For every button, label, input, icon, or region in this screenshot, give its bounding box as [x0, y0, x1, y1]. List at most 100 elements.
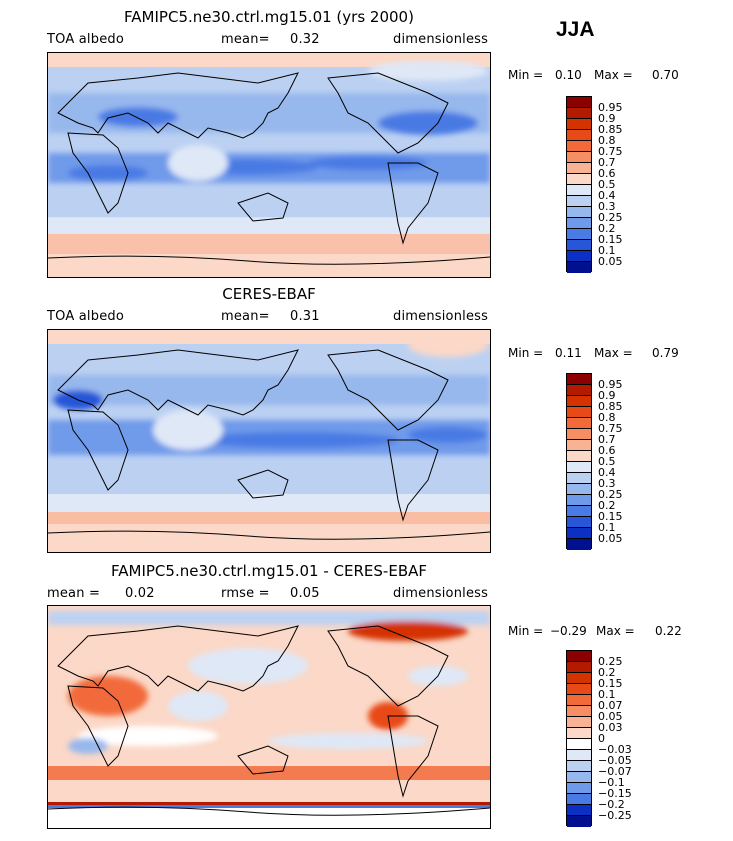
units-label: dimensionless — [393, 32, 489, 47]
colorbar-swatch — [567, 473, 591, 484]
max-label: Max = — [596, 624, 635, 638]
colorbar-swatch — [567, 706, 591, 717]
colorbar-tick-label: 0.15 — [598, 677, 623, 690]
units-label: dimensionless — [393, 586, 489, 601]
colorbar-swatch — [567, 418, 591, 429]
colorbar-tick-label: −0.03 — [598, 743, 632, 756]
rmse-label: rmse = — [221, 586, 270, 601]
max-label: Max = — [594, 346, 633, 360]
colorbar-swatch — [567, 251, 591, 262]
colorbar-swatch — [567, 772, 591, 783]
colorbar-swatch — [567, 684, 591, 695]
colorbar-tick-label: 0.25 — [598, 211, 623, 224]
mean-value: 0.02 — [125, 586, 155, 601]
colorbar-tick-label: 0.5 — [598, 455, 616, 468]
colorbar-swatch — [567, 539, 591, 550]
map-obs — [47, 329, 491, 553]
colorbar-tick-label: 0.2 — [598, 499, 616, 512]
colorbar — [566, 373, 592, 550]
panel-title: CERES-EBAF — [222, 285, 316, 303]
colorbar-tick-label: 0.15 — [598, 233, 623, 246]
colorbar-swatch — [567, 163, 591, 174]
units-label: dimensionless — [393, 309, 489, 324]
colorbar-tick-label: −0.2 — [598, 798, 625, 811]
mean-label: mean= — [221, 32, 270, 47]
colorbar-swatch — [567, 262, 591, 273]
min-label: Min = — [508, 346, 544, 360]
mean-value: 0.31 — [290, 309, 320, 324]
colorbar-tick-label: 0.3 — [598, 200, 616, 213]
colorbar-swatch — [567, 207, 591, 218]
colorbar — [566, 650, 592, 827]
min-label: Min = — [508, 624, 544, 638]
colorbar-tick-label: 0.2 — [598, 666, 616, 679]
colorbar-swatch — [567, 462, 591, 473]
colorbar-tick-label: 0.2 — [598, 222, 616, 235]
colorbar-swatch — [567, 218, 591, 229]
season-label: JJA — [556, 18, 595, 41]
panel-title: FAMIPC5.ne30.ctrl.mg15.01 - CERES-EBAF — [111, 562, 427, 580]
colorbar-tick-label: 0.85 — [598, 400, 623, 413]
colorbar-swatch — [567, 651, 591, 662]
rmse-value: 0.05 — [290, 586, 320, 601]
colorbar-swatch — [567, 451, 591, 462]
colorbar-tick-label: 0.05 — [598, 532, 623, 545]
colorbar-swatch — [567, 119, 591, 130]
colorbar-swatch — [567, 374, 591, 385]
colorbar-swatch — [567, 429, 591, 440]
colorbar-tick-label: 0 — [598, 732, 605, 745]
map-diff — [47, 605, 491, 829]
colorbar-tick-label: 0.5 — [598, 178, 616, 191]
colorbar-swatch — [567, 761, 591, 772]
colorbar-tick-label: 0.1 — [598, 244, 616, 257]
colorbar-swatch — [567, 495, 591, 506]
mean-label: mean = — [47, 586, 101, 601]
colorbar-swatch — [567, 506, 591, 517]
colorbar-swatch — [567, 130, 591, 141]
max-value: 0.79 — [652, 346, 679, 360]
colorbar-tick-label: 0.25 — [598, 488, 623, 501]
colorbar-swatch — [567, 528, 591, 539]
colorbar-swatch — [567, 396, 591, 407]
colorbar-tick-label: −0.1 — [598, 776, 625, 789]
colorbar-swatch — [567, 240, 591, 251]
colorbar-tick-label: 0.9 — [598, 112, 616, 125]
max-value: 0.70 — [652, 68, 679, 82]
colorbar-tick-label: 0.75 — [598, 422, 623, 435]
colorbar-tick-label: 0.7 — [598, 156, 616, 169]
colorbar-tick-label: 0.8 — [598, 134, 616, 147]
colorbar-tick-label: 0.1 — [598, 688, 616, 701]
map-model — [47, 52, 491, 278]
max-label: Max = — [594, 68, 633, 82]
colorbar-tick-label: 0.75 — [598, 145, 623, 158]
colorbar-swatch — [567, 662, 591, 673]
colorbar-tick-label: 0.95 — [598, 378, 623, 391]
colorbar-tick-label: 0.15 — [598, 510, 623, 523]
colorbar-tick-label: 0.05 — [598, 710, 623, 723]
map-field — [48, 53, 490, 277]
colorbar-swatch — [567, 673, 591, 684]
colorbar-swatch — [567, 783, 591, 794]
colorbar-swatch — [567, 196, 591, 207]
colorbar-swatch — [567, 728, 591, 739]
colorbar-swatch — [567, 805, 591, 816]
colorbar-tick-label: 0.25 — [598, 655, 623, 668]
colorbar-tick-label: 0.9 — [598, 389, 616, 402]
colorbar-swatch — [567, 141, 591, 152]
colorbar-swatch — [567, 407, 591, 418]
colorbar-tick-label: 0.4 — [598, 189, 616, 202]
colorbar-tick-label: −0.05 — [598, 754, 632, 767]
colorbar-tick-label: 0.6 — [598, 167, 616, 180]
colorbar-swatch — [567, 152, 591, 163]
max-value: 0.22 — [655, 624, 682, 638]
colorbar — [566, 96, 592, 273]
colorbar-swatch — [567, 385, 591, 396]
colorbar-swatch — [567, 816, 591, 827]
coastlines — [48, 72, 490, 265]
colorbar-tick-label: 0.95 — [598, 101, 623, 114]
colorbar-swatch — [567, 440, 591, 451]
colorbar-tick-label: 0.8 — [598, 411, 616, 424]
min-value: 0.10 — [555, 68, 582, 82]
colorbar-swatch — [567, 229, 591, 240]
mean-value: 0.32 — [290, 32, 320, 47]
